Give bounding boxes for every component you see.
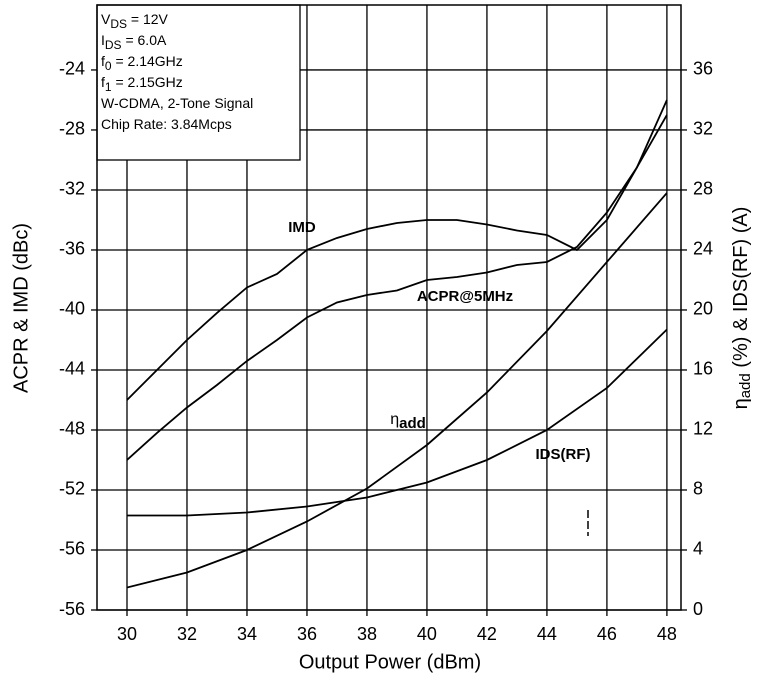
condition-part: I bbox=[101, 32, 105, 48]
conditions-box bbox=[96, 4, 301, 161]
y2-tick-label: 12 bbox=[693, 419, 713, 439]
x-tick-label: 40 bbox=[417, 624, 437, 644]
y2-tick-label: 20 bbox=[693, 299, 713, 319]
y-tick-label: -48 bbox=[59, 419, 85, 439]
condition: Chip Rate: 3.84Mcps bbox=[101, 116, 232, 132]
series-label: IDS(RF) bbox=[536, 446, 591, 463]
x-tick-label: 46 bbox=[597, 624, 617, 644]
y-tick-label: -56 bbox=[59, 539, 85, 559]
y2-label-part: (%) & IDS(RF) (A) bbox=[730, 207, 752, 374]
x-tick-label: 32 bbox=[177, 624, 197, 644]
x-axis-label: Output Power (dBm) bbox=[299, 651, 481, 673]
condition-part: f bbox=[101, 53, 105, 69]
y2-tick-label: 8 bbox=[693, 479, 703, 499]
y2-tick-label: 4 bbox=[693, 539, 703, 559]
condition-part: f bbox=[101, 74, 105, 90]
y-tick-label: -52 bbox=[59, 479, 85, 499]
condition: VDS = 12V bbox=[101, 11, 169, 31]
y2-label-part: η bbox=[730, 398, 752, 409]
series-line bbox=[126, 192, 668, 589]
x-tick-label: 44 bbox=[537, 624, 557, 644]
condition-part: = 2.15GHz bbox=[112, 74, 183, 90]
condition-part: W-CDMA, 2-Tone Signal bbox=[101, 95, 253, 111]
x-tick-label: 36 bbox=[297, 624, 317, 644]
condition-part: V bbox=[101, 11, 111, 27]
condition-part: 0 bbox=[105, 59, 112, 73]
condition-part: = 2.14GHz bbox=[112, 53, 183, 69]
condition-part: = 12V bbox=[127, 11, 169, 27]
series-label: ηadd bbox=[390, 411, 426, 432]
y2-tick-label: 16 bbox=[693, 359, 713, 379]
y-tick-label: -32 bbox=[59, 179, 85, 199]
series-label-part: add bbox=[399, 415, 426, 432]
condition-part: = 6.0A bbox=[122, 32, 167, 48]
series-line bbox=[126, 99, 668, 401]
x-tick-label: 42 bbox=[477, 624, 497, 644]
condition: f1 = 2.15GHz bbox=[101, 74, 183, 94]
y-tick-label: -56 bbox=[59, 599, 85, 619]
series-line bbox=[126, 114, 668, 461]
condition-part: 1 bbox=[105, 80, 112, 94]
y2-tick-label: 28 bbox=[693, 179, 713, 199]
condition: W-CDMA, 2-Tone Signal bbox=[101, 95, 253, 111]
plot-frame bbox=[96, 4, 682, 611]
series-label-part: η bbox=[390, 411, 399, 428]
y2-tick-label: 0 bbox=[693, 599, 703, 619]
x-tick-label: 48 bbox=[657, 624, 677, 644]
y-tick-label: -44 bbox=[59, 359, 85, 379]
condition-part: Chip Rate: 3.84Mcps bbox=[101, 116, 232, 132]
y-tick-label: -28 bbox=[59, 119, 85, 139]
x-tick-label: 34 bbox=[237, 624, 257, 644]
y2-tick-label: 36 bbox=[693, 59, 713, 79]
x-tick-label: 30 bbox=[117, 624, 137, 644]
x-tick-label: 38 bbox=[357, 624, 377, 644]
y-tick-label: -40 bbox=[59, 299, 85, 319]
y-axis-label: ACPR & IMD (dBc) bbox=[10, 223, 32, 393]
y-tick-label: -36 bbox=[59, 239, 85, 259]
series-label: ACPR@5MHz bbox=[417, 288, 513, 305]
condition: f0 = 2.14GHz bbox=[101, 53, 183, 73]
y2-axis-label: ηadd (%) & IDS(RF) (A) bbox=[730, 207, 754, 410]
y-tick-label: -24 bbox=[59, 59, 85, 79]
condition-part: DS bbox=[105, 38, 122, 52]
series-label: IMD bbox=[288, 219, 316, 236]
condition-part: DS bbox=[110, 17, 127, 31]
y2-label-part: add bbox=[737, 373, 754, 398]
y2-tick-label: 24 bbox=[693, 239, 713, 259]
condition: IDS = 6.0A bbox=[101, 32, 167, 52]
series-line bbox=[126, 328, 668, 517]
y2-tick-label: 32 bbox=[693, 119, 713, 139]
